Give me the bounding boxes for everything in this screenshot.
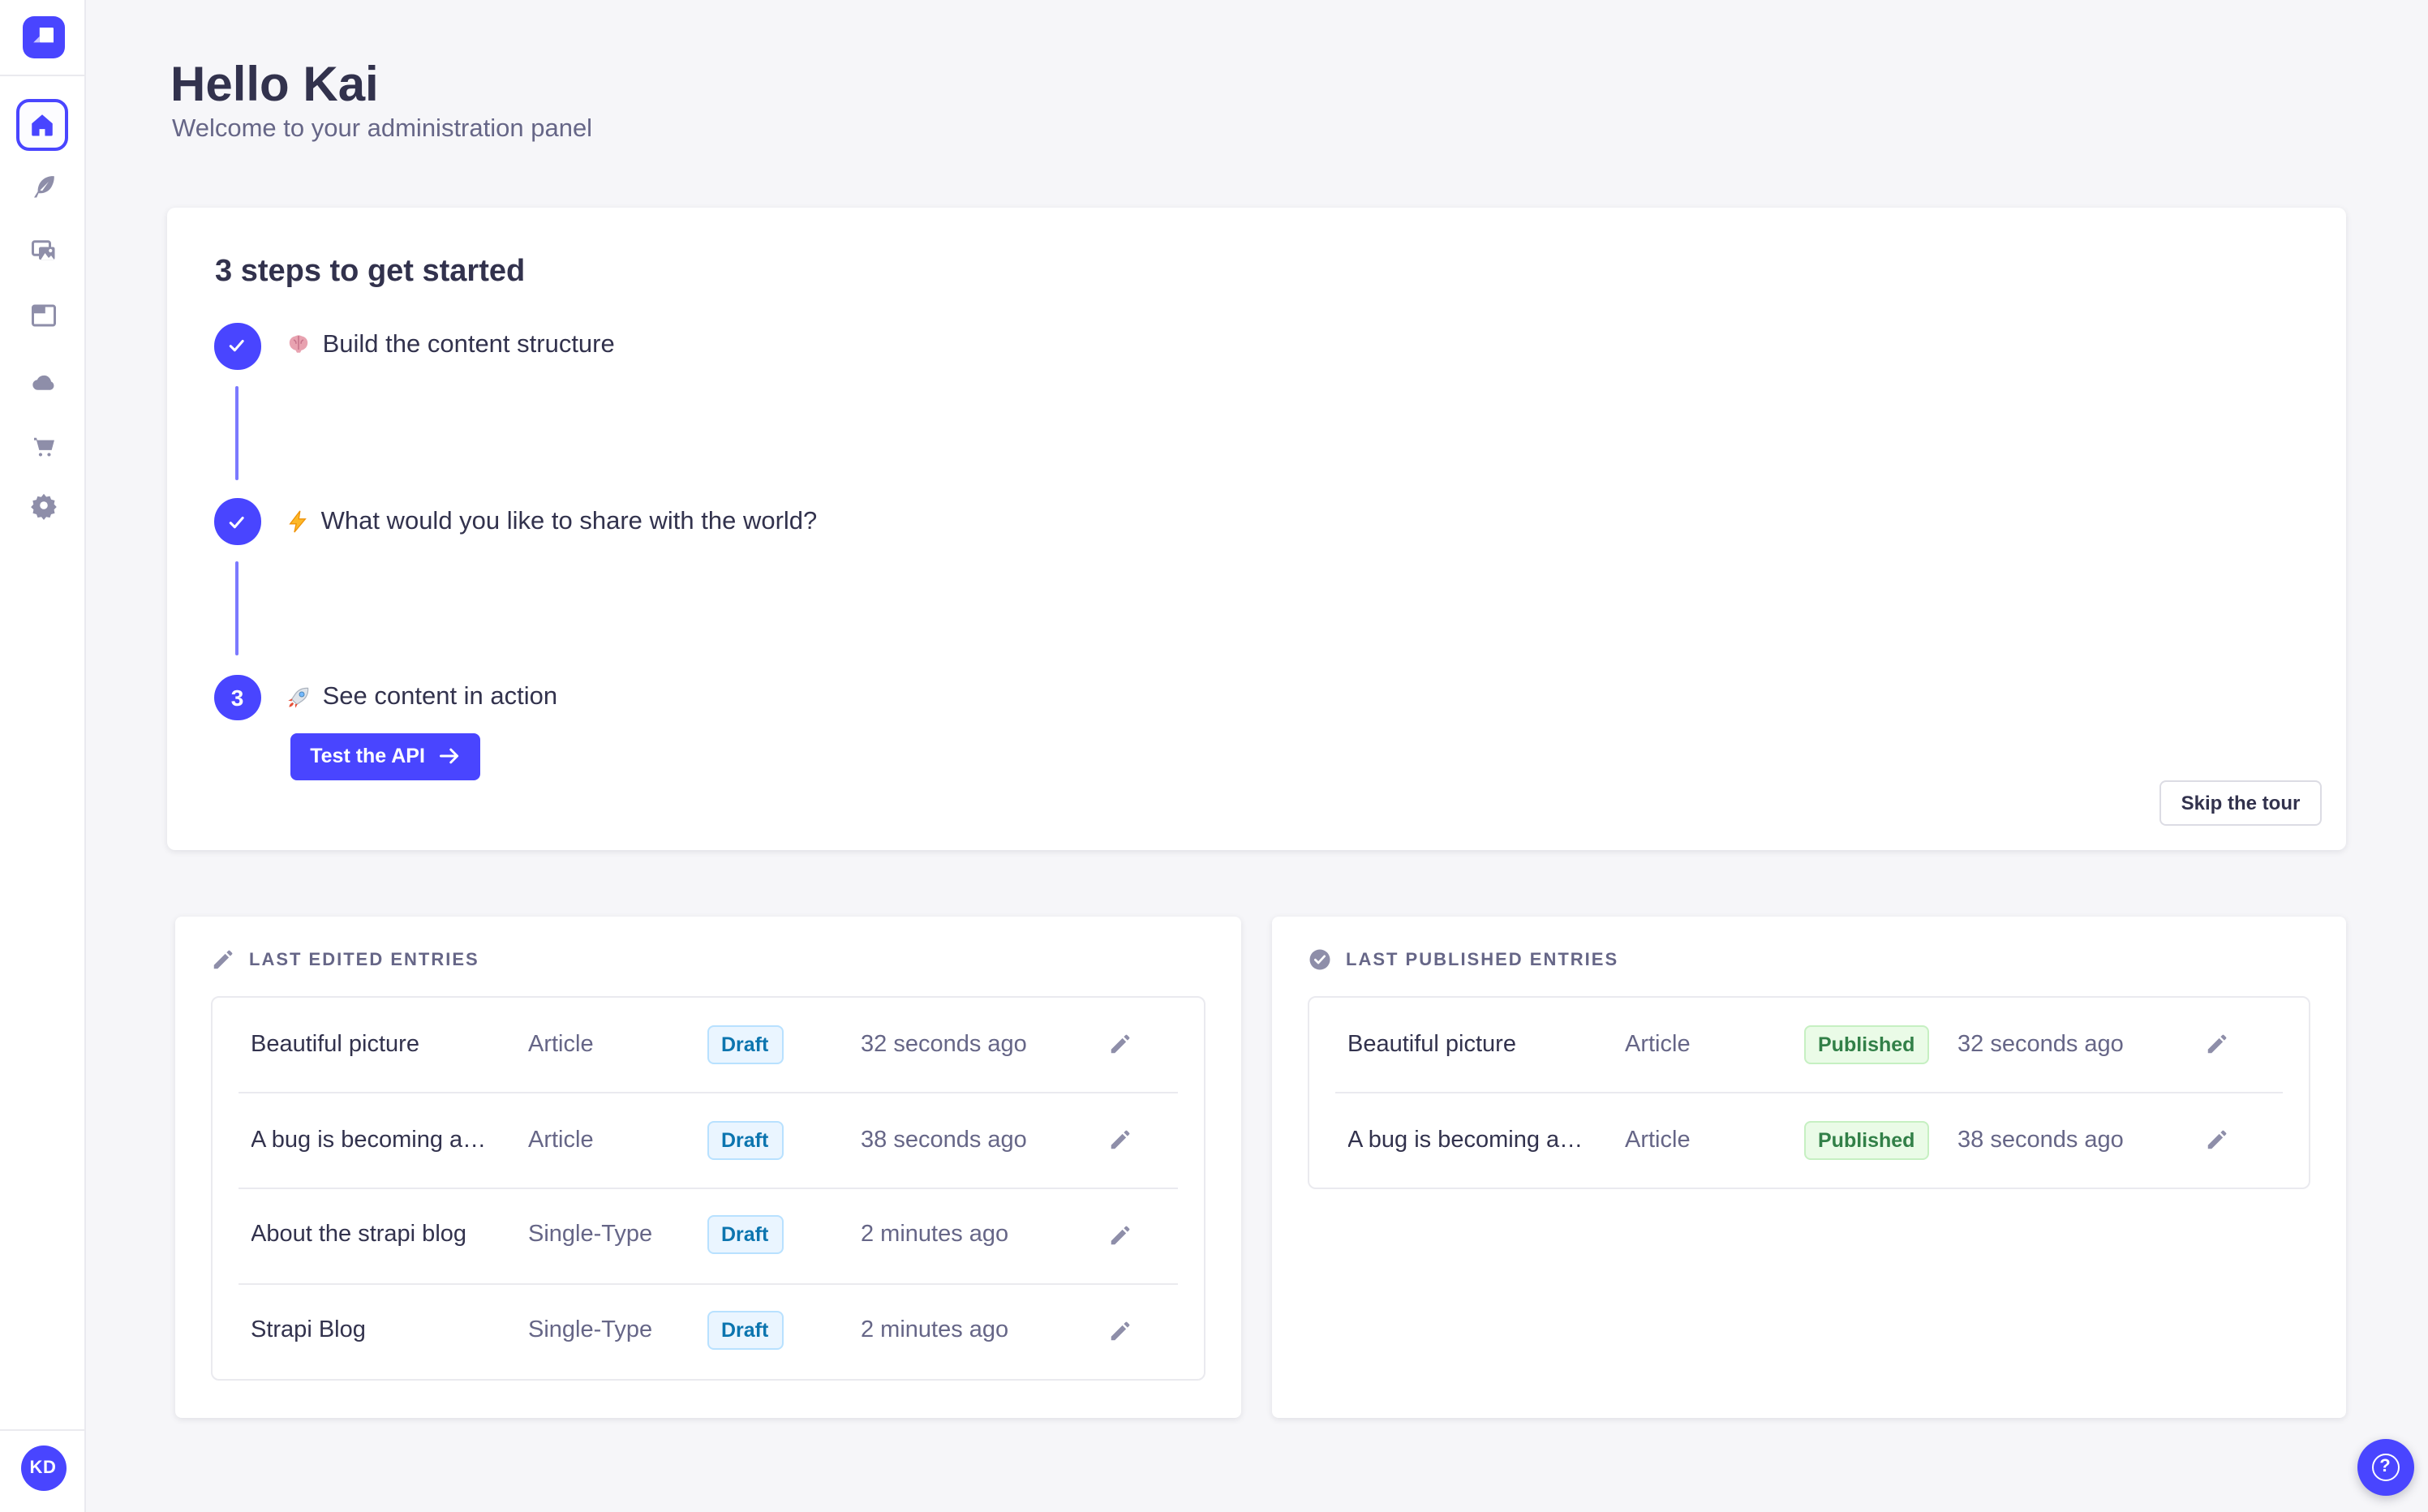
page-subtitle: Welcome to your administration panel xyxy=(172,115,593,143)
skip-tour-button[interactable]: Skip the tour xyxy=(2159,780,2322,826)
sidebar-item-marketplace[interactable] xyxy=(28,432,58,461)
user-avatar[interactable]: KD xyxy=(20,1445,66,1491)
brain-emoji-icon xyxy=(289,336,307,354)
status-badge: Draft xyxy=(707,1311,784,1351)
entry-type: Single-Type xyxy=(528,1222,653,1248)
status-badge: Published xyxy=(1803,1120,1930,1160)
pencil-icon xyxy=(1111,1321,1130,1340)
page-title: Hello Kai xyxy=(170,58,379,112)
entry-title: A bug is becoming a… xyxy=(1347,1127,1584,1153)
edit-entry-button[interactable] xyxy=(1104,1029,1137,1061)
pencil-icon xyxy=(2207,1035,2227,1054)
edit-entry-button[interactable] xyxy=(2201,1029,2233,1061)
step-2-indicator xyxy=(214,498,260,545)
sidebar-item-cloud[interactable] xyxy=(28,367,58,396)
step-1-label: Build the content structure xyxy=(286,323,615,369)
step-3-indicator: 3 xyxy=(214,674,260,721)
pencil-icon xyxy=(213,950,232,969)
entry-time: 2 minutes ago xyxy=(861,1317,1009,1344)
pencil-icon xyxy=(1111,1035,1130,1054)
sidebar-item-content-manager[interactable] xyxy=(28,172,58,201)
entry-time: 38 seconds ago xyxy=(1957,1127,2124,1153)
entry-time: 2 minutes ago xyxy=(861,1222,1009,1248)
sidebar-divider-bottom xyxy=(0,1429,84,1431)
last-published-entries-panel: LAST PUBLISHED ENTRIES Beautiful picture… xyxy=(1271,917,2345,1417)
entry-type: Single-Type xyxy=(528,1317,653,1344)
check-icon xyxy=(230,340,245,353)
edit-entry-button[interactable] xyxy=(1104,1219,1137,1252)
strapi-logo-mark xyxy=(32,28,53,43)
table-row: A bug is becoming a… Article Published 3… xyxy=(1309,1092,2308,1188)
pencil-icon xyxy=(2207,1130,2227,1149)
entry-type: Article xyxy=(1625,1031,1691,1058)
cloud-icon xyxy=(32,374,54,389)
main-nav-sidebar: KD xyxy=(0,0,86,1512)
entry-time: 32 seconds ago xyxy=(1957,1031,2124,1058)
sidebar-item-content-type-builder[interactable] xyxy=(28,300,58,329)
step-2-label: What would you like to share with the wo… xyxy=(286,499,817,545)
entry-type: Article xyxy=(1625,1127,1691,1153)
entry-title: Beautiful picture xyxy=(251,1031,419,1058)
last-edited-entries-header: LAST EDITED ENTRIES xyxy=(210,947,479,972)
layout-icon xyxy=(31,303,55,326)
entry-time: 32 seconds ago xyxy=(861,1031,1027,1058)
edit-entry-button[interactable] xyxy=(1104,1314,1137,1347)
status-badge: Draft xyxy=(707,1215,784,1255)
table-row: Strapi Blog Single-Type Draft 2 minutes … xyxy=(212,1282,1204,1379)
step-3-label: See content in action xyxy=(286,675,557,721)
test-api-button[interactable]: Test the API xyxy=(290,732,480,780)
sidebar-item-home[interactable] xyxy=(16,99,68,151)
home-icon xyxy=(32,114,53,136)
table-row: A bug is becoming a… Article Draft 38 se… xyxy=(212,1092,1204,1188)
step-connector-1 xyxy=(234,386,239,480)
pencil-icon xyxy=(1111,1130,1130,1149)
panel-title: LAST EDITED ENTRIES xyxy=(249,950,479,969)
step-1-indicator xyxy=(214,323,260,370)
cart-icon xyxy=(33,436,54,456)
question-circle-icon: ? xyxy=(2371,1453,2399,1480)
edit-entry-button[interactable] xyxy=(2201,1123,2233,1156)
strapi-logo[interactable] xyxy=(22,16,64,58)
sidebar-divider-top xyxy=(0,74,84,75)
status-badge: Draft xyxy=(707,1120,784,1160)
last-edited-entries-table: Beautiful picture Article Draft 32 secon… xyxy=(210,995,1205,1380)
entry-title: About the strapi blog xyxy=(251,1222,467,1248)
edit-entry-button[interactable] xyxy=(1104,1123,1137,1156)
entry-title: Strapi Blog xyxy=(251,1317,366,1344)
status-badge: Draft xyxy=(707,1024,784,1064)
tour-title: 3 steps to get started xyxy=(215,255,526,290)
check-circle-icon xyxy=(1309,949,1330,970)
guided-tour-card: 3 steps to get started Build the content… xyxy=(166,208,2345,850)
step-connector-2 xyxy=(234,561,239,656)
pencil-icon xyxy=(1111,1226,1130,1244)
entry-title: A bug is becoming a… xyxy=(251,1127,487,1153)
sidebar-item-media-library[interactable] xyxy=(28,235,58,264)
lightning-emoji-icon xyxy=(288,510,307,534)
entry-title: Beautiful picture xyxy=(1347,1031,1516,1058)
help-button[interactable]: ? xyxy=(2357,1438,2413,1495)
table-row: About the strapi blog Single-Type Draft … xyxy=(212,1188,1204,1283)
status-badge: Published xyxy=(1803,1024,1930,1064)
pictures-icon xyxy=(31,239,54,260)
feather-icon xyxy=(33,176,54,198)
panel-title: LAST PUBLISHED ENTRIES xyxy=(1346,950,1619,969)
last-edited-entries-panel: LAST EDITED ENTRIES Beautiful picture Ar… xyxy=(174,917,1241,1417)
last-published-entries-header: LAST PUBLISHED ENTRIES xyxy=(1307,947,1618,972)
entry-type: Article xyxy=(528,1031,594,1058)
table-row: Beautiful picture Article Draft 32 secon… xyxy=(212,997,1204,1093)
rocket-emoji-icon xyxy=(287,687,308,708)
last-published-entries-table: Beautiful picture Article Published 32 s… xyxy=(1307,995,2310,1189)
entry-time: 38 seconds ago xyxy=(861,1127,1027,1153)
table-row: Beautiful picture Article Published 32 s… xyxy=(1309,997,2308,1093)
gear-icon xyxy=(30,492,56,519)
entry-type: Article xyxy=(528,1127,594,1153)
sidebar-item-settings[interactable] xyxy=(28,490,58,519)
check-icon xyxy=(230,516,245,528)
arrow-right-icon xyxy=(439,749,459,764)
